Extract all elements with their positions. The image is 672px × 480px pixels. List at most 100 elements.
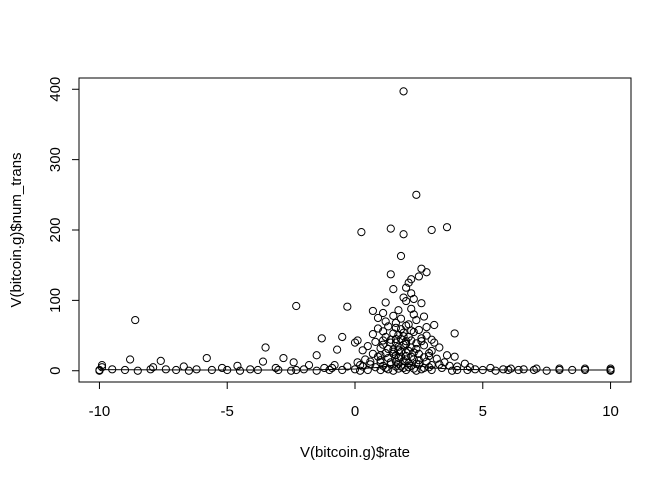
data-point <box>409 348 418 357</box>
data-point <box>394 342 403 351</box>
data-point <box>97 361 107 370</box>
data-point <box>414 325 423 335</box>
data-point <box>261 343 270 352</box>
data-point <box>404 278 413 287</box>
data-point <box>435 343 444 352</box>
plot-box <box>78 77 632 383</box>
data-point <box>394 306 403 315</box>
data-point <box>379 327 388 336</box>
data-point <box>373 313 383 323</box>
data-point <box>519 365 528 374</box>
data-point <box>425 349 434 358</box>
data-point <box>304 361 314 370</box>
data-point <box>450 352 459 361</box>
data-point <box>368 330 377 339</box>
y-tick-label: 300 <box>47 147 64 172</box>
data-point <box>463 365 472 375</box>
data-point <box>394 353 403 363</box>
data-point <box>402 283 411 292</box>
data-point <box>394 346 403 355</box>
data-point <box>555 365 564 375</box>
data-point <box>350 338 360 347</box>
data-point <box>606 364 615 373</box>
data-point <box>368 306 377 316</box>
data-point <box>407 304 416 313</box>
data-point <box>427 346 436 356</box>
data-point <box>407 352 416 361</box>
data-point <box>427 225 436 235</box>
data-point <box>356 366 365 375</box>
x-tick-label: 5 <box>479 403 487 420</box>
data-point <box>202 353 211 363</box>
data-point <box>542 366 551 375</box>
data-point <box>580 364 590 373</box>
data-point <box>376 365 385 375</box>
data-point <box>361 355 370 364</box>
data-point <box>389 311 398 320</box>
data-point <box>368 349 377 358</box>
data-point <box>391 318 400 327</box>
data-point <box>412 190 421 199</box>
data-point <box>356 361 365 370</box>
data-point <box>366 360 375 369</box>
data-point <box>379 308 388 318</box>
data-point <box>419 353 429 362</box>
data-point <box>409 294 418 304</box>
y-tick-label: 100 <box>47 288 64 313</box>
data-point <box>357 228 366 237</box>
data-point <box>330 361 339 370</box>
data-point <box>95 366 104 375</box>
data-point <box>271 363 280 373</box>
data-point <box>289 358 298 367</box>
data-point <box>399 230 408 239</box>
data-point <box>233 361 242 370</box>
data-point <box>417 337 426 346</box>
data-point <box>404 363 413 372</box>
y-axis-label: V(bitcoin.g)$num_trans <box>8 152 25 307</box>
data-point <box>376 351 385 360</box>
data-point <box>606 366 615 375</box>
data-point <box>514 365 523 375</box>
data-point <box>133 366 142 375</box>
data-point <box>394 330 403 339</box>
data-point <box>399 328 408 337</box>
data-point <box>108 365 117 374</box>
data-point <box>246 365 255 374</box>
data-point <box>432 354 441 363</box>
data-point <box>371 363 380 372</box>
data-point <box>184 366 193 375</box>
data-point <box>363 365 372 375</box>
data-point <box>161 365 170 374</box>
data-point <box>327 363 337 373</box>
data-point <box>425 351 434 361</box>
data-point <box>407 289 416 298</box>
data-point <box>450 329 459 338</box>
data-point <box>353 336 362 345</box>
data-point <box>258 357 268 366</box>
data-point <box>499 365 508 374</box>
data-point <box>381 298 390 307</box>
data-point <box>417 264 426 273</box>
data-point <box>422 331 431 340</box>
data-point <box>391 323 400 332</box>
data-point <box>427 335 436 344</box>
data-point <box>386 335 395 344</box>
data-point <box>381 317 390 326</box>
data-point <box>235 366 245 375</box>
y-tick-label: 0 <box>47 367 64 375</box>
data-point <box>292 301 301 311</box>
data-point <box>386 270 395 279</box>
data-point <box>453 362 462 371</box>
data-point <box>389 347 398 356</box>
data-point <box>376 356 385 365</box>
data-point <box>366 357 375 366</box>
data-point <box>343 362 352 371</box>
data-point <box>279 353 288 363</box>
data-point <box>414 272 423 281</box>
data-point <box>350 365 360 374</box>
data-point <box>427 361 436 370</box>
data-point <box>146 365 155 374</box>
data-point <box>325 365 334 375</box>
data-point <box>422 268 431 277</box>
